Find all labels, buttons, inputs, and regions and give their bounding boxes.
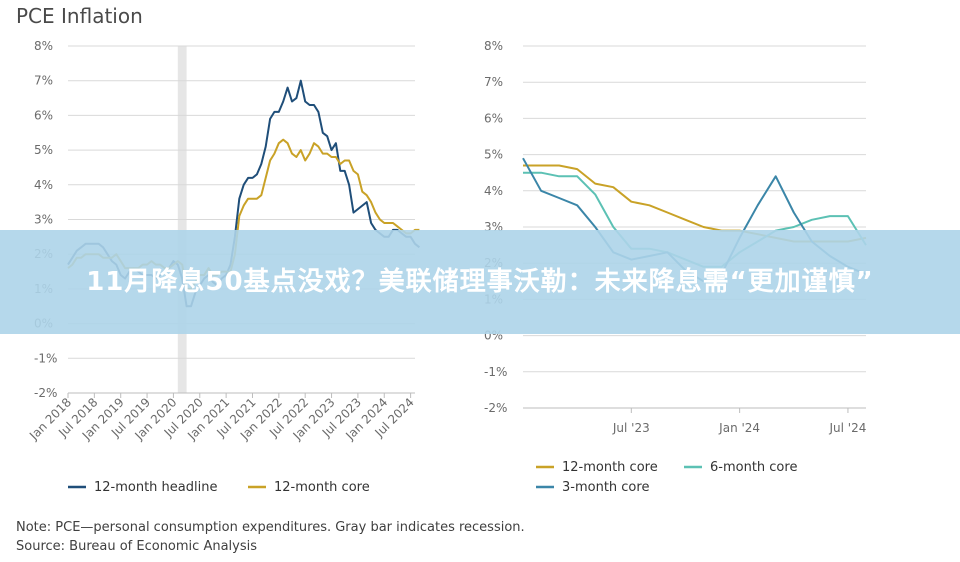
x-tick-label: Jul '23: [612, 421, 650, 435]
y-tick-label: 7%: [484, 75, 503, 89]
y-tick-label: 6%: [34, 108, 53, 122]
legend-label-12-month-core: 12-month core: [274, 480, 370, 495]
chart-title: PCE Inflation: [16, 4, 143, 28]
y-tick-label: 4%: [34, 178, 53, 192]
y-tick-label: 8%: [34, 39, 53, 53]
x-tick-label: Jan '24: [718, 421, 760, 435]
headline-banner: 11月降息50基点没戏？美联储理事沃勒：未来降息需“更加谨慎”: [0, 230, 960, 334]
y-tick-label: 5%: [484, 148, 503, 162]
y-tick-label: -1%: [34, 351, 57, 365]
y-tick-label: -2%: [34, 386, 57, 400]
chart-note: Note: PCE—personal consumption expenditu…: [16, 520, 525, 535]
legend-label-12-month-headline: 12-month headline: [94, 480, 217, 495]
legend-label-3-month-core: 3-month core: [562, 480, 649, 495]
y-tick-label: -1%: [484, 365, 507, 379]
legends: 12-month headline 12-month core 12-month c…: [68, 460, 797, 495]
banner-headline: 11月降息50基点没戏？美联储理事沃勒：未来降息需“更加谨慎”: [86, 267, 874, 297]
y-tick-label: 7%: [34, 74, 53, 88]
y-tick-label: 3%: [34, 213, 53, 227]
y-tick-label: 5%: [34, 143, 53, 157]
chart-source: Source: Bureau of Economic Analysis: [16, 539, 258, 554]
y-tick-label: -2%: [484, 401, 507, 415]
y-tick-label: 4%: [484, 184, 503, 198]
x-tick-label: Jul '24: [829, 421, 867, 435]
y-tick-label: 6%: [484, 111, 503, 125]
legend-label-12-month-core: 12-month core: [562, 460, 658, 475]
y-tick-label: 8%: [484, 39, 503, 53]
legend-label-6-month-core: 6-month core: [710, 460, 797, 475]
